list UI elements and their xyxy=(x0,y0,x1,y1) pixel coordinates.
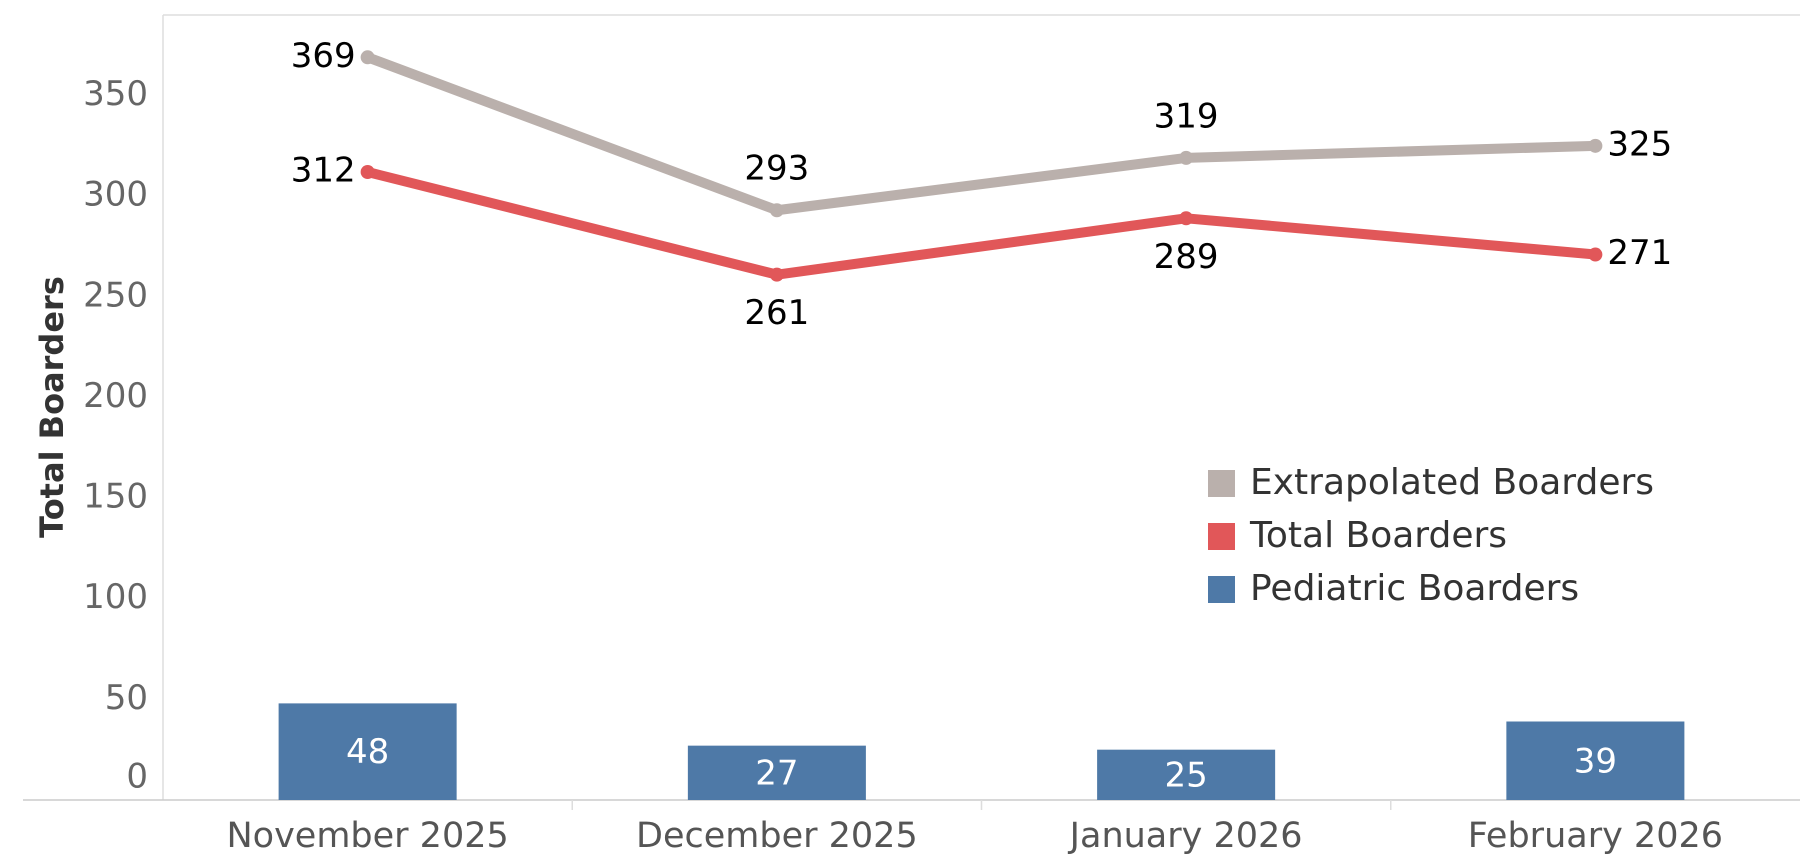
bar xyxy=(687,745,866,800)
y-tick-label: 350 xyxy=(83,74,148,114)
y-tick-label: 250 xyxy=(83,275,148,315)
data-label: 312 xyxy=(291,151,356,191)
y-tick-label: 200 xyxy=(83,376,148,416)
x-tick-label: November 2025 xyxy=(226,816,508,856)
point xyxy=(1179,211,1194,226)
bar xyxy=(278,703,457,800)
y-tick-label: 150 xyxy=(83,477,148,517)
x-tick-label: December 2025 xyxy=(636,816,918,856)
y-tick-label: 300 xyxy=(83,175,148,215)
legend-swatch xyxy=(1208,523,1235,550)
data-label: 319 xyxy=(1154,96,1219,136)
y-tick-label: 0 xyxy=(126,757,148,797)
data-label: 289 xyxy=(1154,237,1219,277)
y-axis-title: Total Boarders xyxy=(33,276,71,538)
bar-label: 39 xyxy=(1574,741,1617,781)
point xyxy=(769,267,784,282)
data-label: 369 xyxy=(291,36,356,76)
point xyxy=(1588,247,1603,262)
bar-label: 25 xyxy=(1164,755,1207,795)
bar xyxy=(1097,749,1276,800)
data-label: 261 xyxy=(744,293,809,333)
y-tick-label: 50 xyxy=(105,678,148,718)
point xyxy=(360,165,375,179)
legend-swatch xyxy=(1208,470,1235,497)
point xyxy=(769,203,784,218)
legend-label: Extrapolated Boarders xyxy=(1250,462,1654,503)
data-label: 271 xyxy=(1607,233,1672,273)
line xyxy=(365,52,1596,216)
data-label: 325 xyxy=(1607,124,1672,164)
bar xyxy=(1506,721,1685,800)
bar-label: 27 xyxy=(755,753,798,793)
legend-label: Pediatric Boarders xyxy=(1250,568,1579,609)
legend-swatch xyxy=(1208,576,1235,603)
point xyxy=(1588,138,1603,153)
y-tick-label: 100 xyxy=(83,577,148,617)
point xyxy=(1179,150,1194,165)
line xyxy=(366,167,1596,280)
data-label: 293 xyxy=(744,149,809,189)
x-tick-label: February 2026 xyxy=(1468,816,1723,856)
bar-label: 48 xyxy=(346,732,389,772)
point xyxy=(360,50,375,65)
legend-label: Total Boarders xyxy=(1249,515,1507,556)
x-tick-label: January 2026 xyxy=(1068,816,1303,856)
